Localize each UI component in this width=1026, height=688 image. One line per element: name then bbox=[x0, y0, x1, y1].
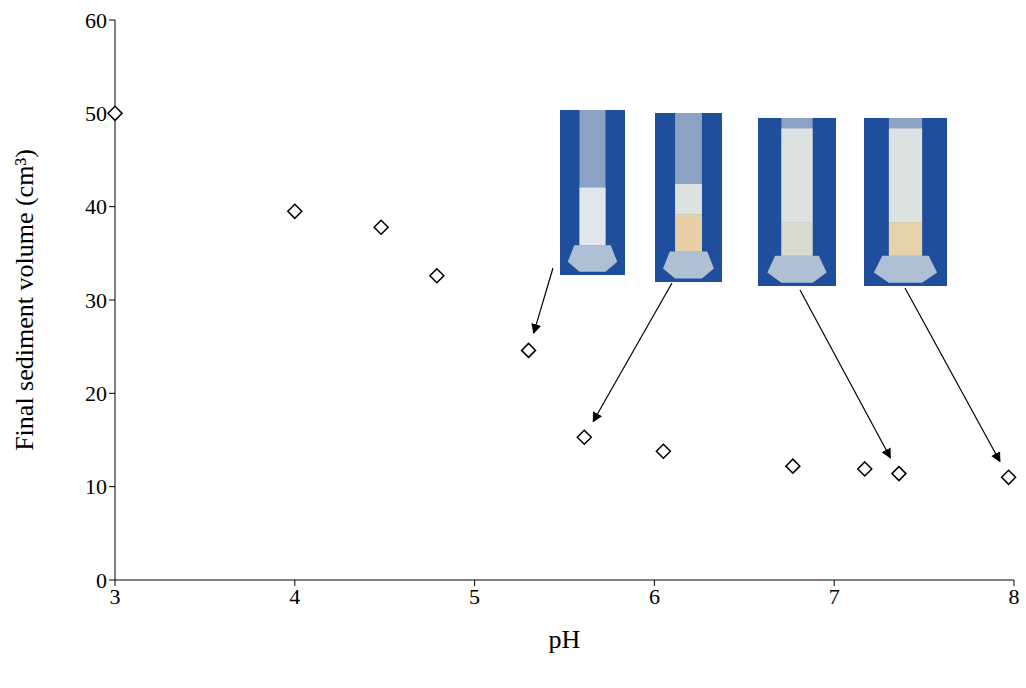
svg-text:0: 0 bbox=[96, 568, 107, 593]
svg-text:5: 5 bbox=[469, 584, 480, 609]
svg-text:Final sediment volume (cm³): Final sediment volume (cm³) bbox=[10, 149, 39, 451]
svg-text:50: 50 bbox=[85, 101, 107, 126]
svg-text:60: 60 bbox=[85, 8, 107, 33]
svg-text:8: 8 bbox=[1009, 584, 1020, 609]
svg-text:30: 30 bbox=[85, 288, 107, 313]
svg-text:7: 7 bbox=[829, 584, 840, 609]
svg-text:10: 10 bbox=[85, 474, 107, 499]
svg-text:6: 6 bbox=[649, 584, 660, 609]
svg-text:3: 3 bbox=[110, 584, 121, 609]
svg-text:40: 40 bbox=[85, 194, 107, 219]
svg-text:4: 4 bbox=[289, 584, 300, 609]
svg-text:pH: pH bbox=[549, 625, 581, 654]
svg-text:20: 20 bbox=[85, 381, 107, 406]
